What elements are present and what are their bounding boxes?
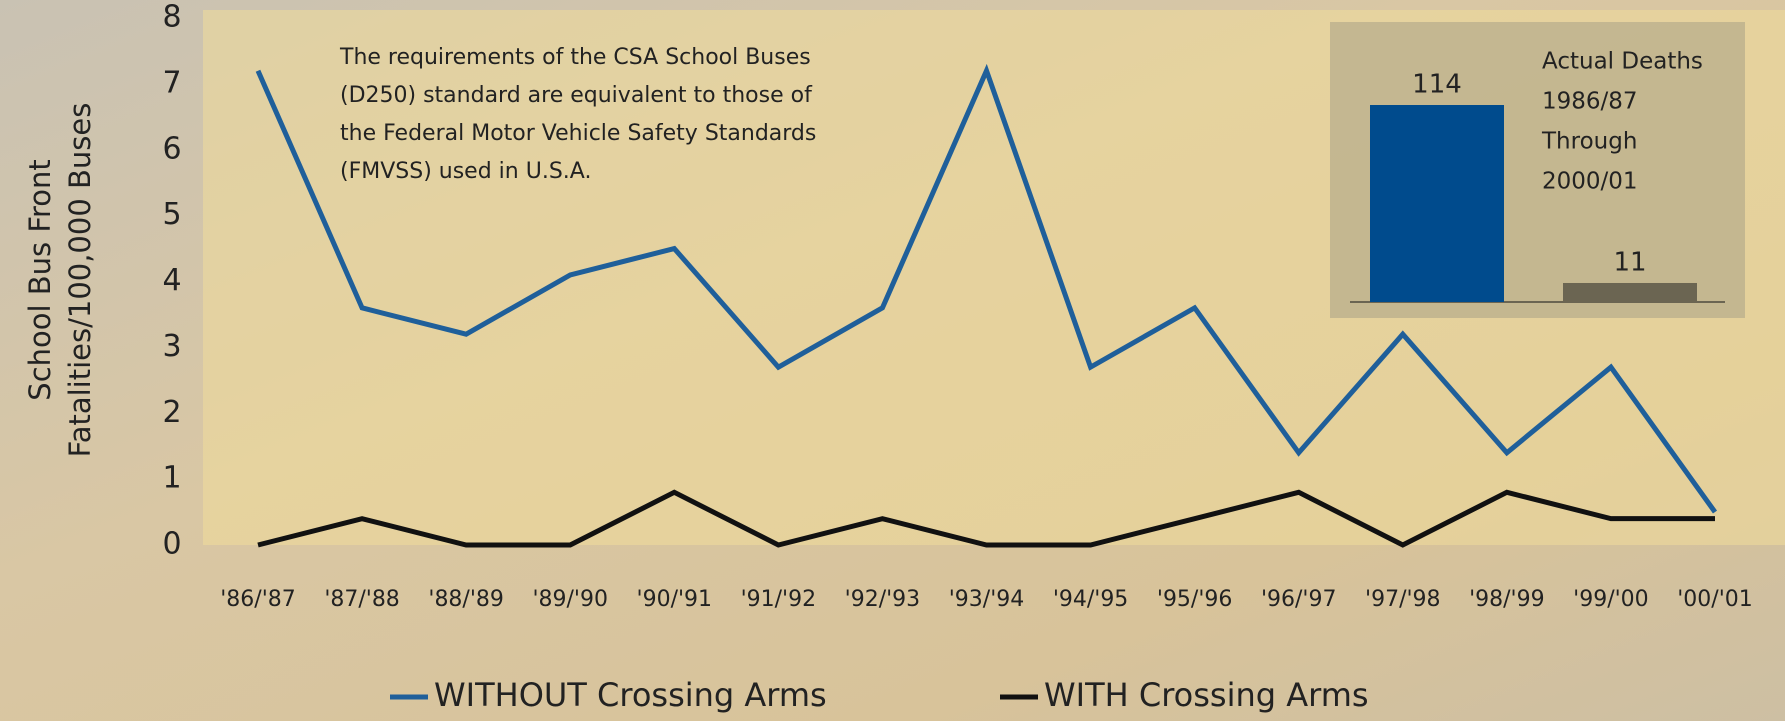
y-tick-label: 6 [162,131,181,166]
x-tick-label: '98/'99 [1469,587,1545,612]
y-tick-label: 0 [162,527,181,562]
x-tick-label: '97/'98 [1365,587,1441,612]
x-tick-label: '95/'96 [1157,587,1233,612]
x-tick-label: '92/'93 [845,587,921,612]
x-tick-label: '87/'88 [324,587,400,612]
bar [1370,105,1504,302]
y-tick-label: 1 [162,461,181,496]
x-tick-label: '90/'91 [637,587,713,612]
x-tick-label: '00/'01 [1677,587,1753,612]
y-tick-label: 2 [162,395,181,430]
data-label: 11 [1613,247,1646,277]
y-tick-label: 3 [162,329,181,364]
x-tick-label: '96/'97 [1261,587,1337,612]
annotation: the Federal Motor Vehicle Safety Standar… [340,121,816,146]
annotation: The requirements of the CSA School Buses [339,45,811,70]
series-line [257,489,1715,548]
inset-title: 1986/87 [1542,89,1638,115]
x-tick-label: '86/'87 [220,587,296,612]
y-tick-label: 8 [162,0,181,35]
y-axis-label: School Bus Front [23,159,57,400]
legend-label: WITHOUT Crossing Arms [434,676,827,714]
bar [1563,282,1697,302]
y-tick-label: 4 [162,263,181,298]
x-tick-label: '91/'92 [741,587,817,612]
legend-label: WITH Crossing Arms [1044,676,1369,714]
inset-title: 2000/01 [1542,169,1638,195]
x-tick-label: '93/'94 [949,587,1025,612]
y-tick-label: 5 [162,197,181,232]
annotation: (FMVSS) used in U.S.A. [340,159,591,184]
x-tick-label: '88/'89 [428,587,504,612]
x-tick-label: '94/'95 [1053,587,1129,612]
inset-title: Through [1541,129,1637,155]
data-label: 114 [1412,70,1462,100]
main-chart: 0 1 2 3 4 5 6 7 8 School Bus Front Fatalities/100,… [23,0,1753,714]
inset-chart: 114 11 Actual Deaths 1986/87 Through 2000/01 [1330,22,1745,318]
y-axis-label: Fatalities/100,000 Buses [63,103,97,458]
series-line [255,63,1718,514]
y-tick-label: 7 [162,65,181,100]
inset-title: Actual Deaths [1542,49,1703,75]
x-tick-label: '89/'90 [532,587,608,612]
x-tick-label: '99/'00 [1573,587,1649,612]
annotation: (D250) standard are equivalent to those … [340,83,813,108]
